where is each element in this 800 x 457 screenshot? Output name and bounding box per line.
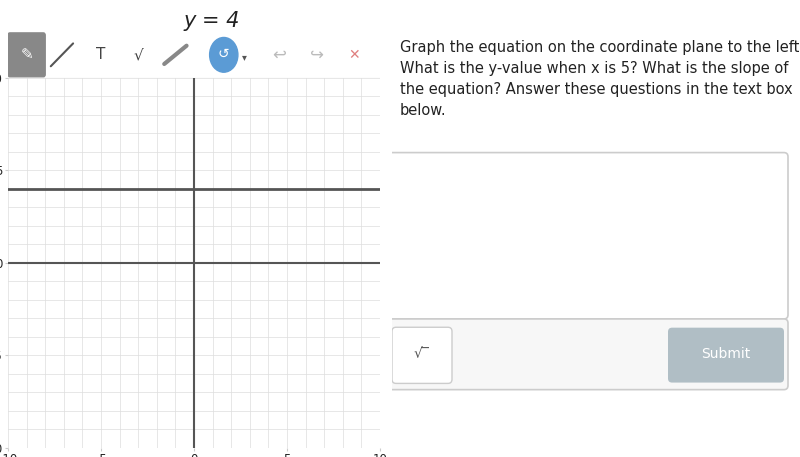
- Circle shape: [210, 37, 238, 72]
- FancyBboxPatch shape: [388, 153, 788, 319]
- Text: ↪: ↪: [310, 46, 324, 64]
- Text: ↺: ↺: [218, 47, 230, 61]
- FancyBboxPatch shape: [8, 33, 45, 77]
- Text: ✕: ✕: [348, 48, 360, 62]
- Text: ▾: ▾: [242, 52, 246, 62]
- Text: √‾: √‾: [414, 347, 430, 361]
- Text: y = 4: y = 4: [184, 11, 240, 32]
- Text: ✎: ✎: [20, 48, 33, 62]
- Text: Graph the equation on the coordinate plane to the left.
What is the y-value when: Graph the equation on the coordinate pla…: [400, 40, 800, 118]
- Text: Submit: Submit: [702, 347, 750, 361]
- Text: √: √: [134, 48, 143, 62]
- FancyBboxPatch shape: [388, 319, 788, 390]
- Text: ↩: ↩: [273, 46, 286, 64]
- FancyBboxPatch shape: [668, 328, 784, 383]
- Text: T: T: [96, 48, 106, 62]
- FancyBboxPatch shape: [392, 327, 452, 383]
